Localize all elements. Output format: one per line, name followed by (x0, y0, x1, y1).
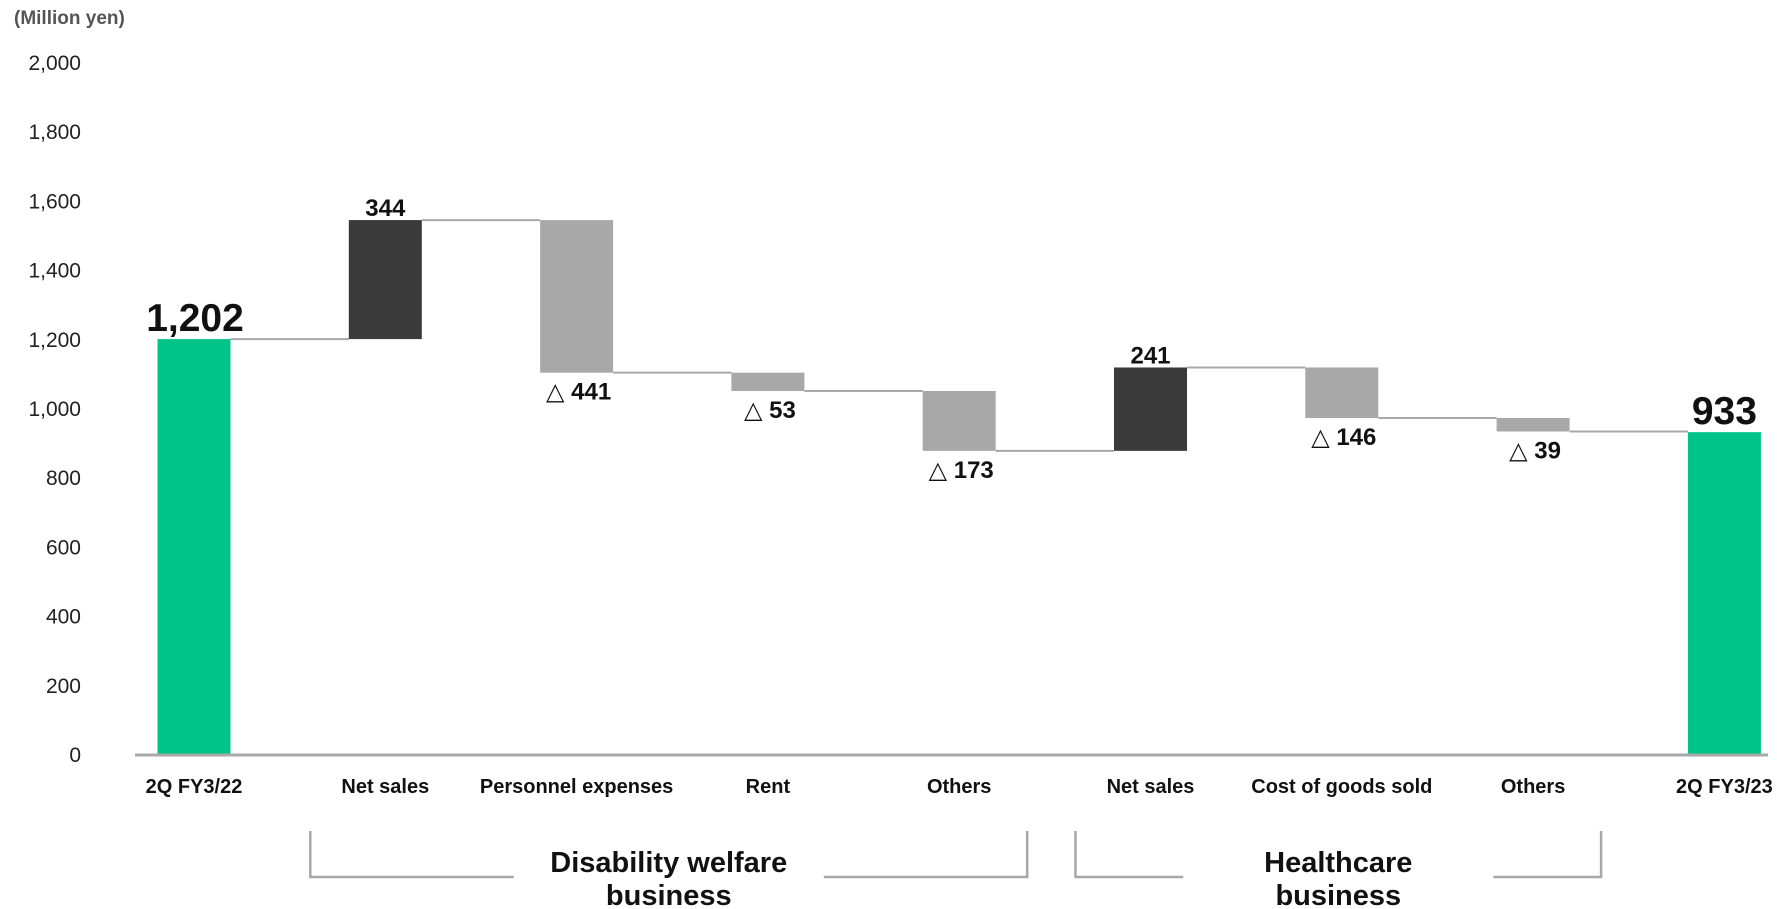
data-label: 1,202 (146, 297, 244, 340)
bar-decrease (540, 220, 614, 373)
y-tick-label: 800 (46, 467, 81, 490)
data-label: 933 (1692, 390, 1757, 433)
y-tick-label: 200 (46, 675, 81, 698)
y-tick-label: 1,200 (28, 329, 81, 352)
group-label: Disability welfare (550, 847, 787, 879)
x-tick-label: 2Q FY3/22 (146, 776, 243, 798)
group-label: business (1275, 880, 1401, 909)
x-tick-label: Others (1501, 776, 1565, 798)
bar-total (157, 339, 231, 755)
data-label: △ 441 (546, 379, 611, 406)
y-tick-label: 1,800 (28, 121, 81, 144)
unit-label: (Million yen) (14, 8, 125, 29)
group-label: business (606, 880, 732, 909)
x-tick-label: Others (927, 776, 991, 798)
bar-decrease (1305, 367, 1379, 418)
bar-decrease (1496, 417, 1570, 432)
x-tick-label: Cost of goods sold (1251, 776, 1432, 798)
x-tick-label: 2Q FY3/23 (1676, 776, 1773, 798)
y-tick-label: 2,000 (28, 52, 81, 75)
bar-decrease (922, 391, 996, 451)
x-tick-label: Net sales (1107, 776, 1195, 798)
y-tick-label: 400 (46, 606, 81, 629)
bar-increase (1114, 367, 1187, 451)
x-tick-label: Net sales (341, 776, 429, 798)
data-label: △ 53 (744, 397, 796, 424)
bar-increase (348, 220, 422, 340)
data-label: 241 (1130, 342, 1170, 369)
y-tick-label: 1,600 (28, 190, 81, 213)
y-tick-label: 1,000 (28, 398, 81, 421)
bar-decrease (731, 372, 805, 392)
y-tick-label: 600 (46, 536, 81, 559)
y-tick-label: 1,400 (28, 260, 81, 283)
x-tick-label: Personnel expenses (480, 776, 673, 798)
group-bracket (309, 831, 1029, 879)
group-label: Healthcare (1264, 847, 1412, 879)
y-tick-label: 0 (69, 744, 81, 767)
group-bracket (1074, 831, 1603, 879)
data-label: △ 146 (1311, 424, 1376, 451)
data-label: △ 173 (929, 457, 994, 484)
x-tick-label: Rent (746, 776, 791, 798)
data-label: 344 (365, 195, 406, 222)
data-label: △ 39 (1509, 437, 1561, 464)
bar-total (1687, 432, 1761, 755)
